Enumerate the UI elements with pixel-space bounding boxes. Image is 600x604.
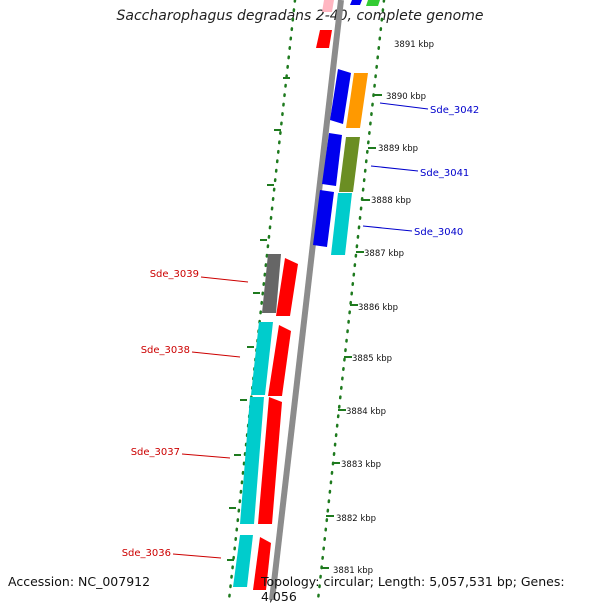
- callout-sde-3038: [191, 351, 241, 358]
- callout-sde-3036: [172, 553, 222, 559]
- gene-label-sde-3036[interactable]: Sde_3036: [122, 548, 171, 559]
- gene-olive: [339, 137, 360, 192]
- gene-blue-3: [313, 190, 334, 247]
- gene-top-blue: [350, 0, 362, 5]
- accession-text: Accession: NC_007912: [8, 574, 151, 589]
- gene-label-sde-3040[interactable]: Sde_3040: [414, 227, 463, 238]
- gene-label-sde-3042[interactable]: Sde_3042: [430, 105, 479, 116]
- genome-title: Saccharophagus degradans 2-40, complete …: [116, 8, 484, 24]
- kbp-label-3891: 3891 kbp: [394, 40, 434, 50]
- kbp-label-3886: 3886 kbp: [358, 303, 398, 313]
- gene-cyan-1: [251, 322, 273, 395]
- kbp-label-3888: 3888 kbp: [371, 196, 411, 206]
- kbp-label-3884: 3884 kbp: [346, 407, 386, 417]
- gene-top-red: [316, 30, 332, 48]
- genome-backbone: [269, 0, 344, 600]
- gene-labels: Sde_3042 Sde_3041 Sde_3040 Sde_3039 Sde_…: [122, 105, 480, 559]
- gene-red-3: [258, 397, 282, 524]
- dotted-tracks: [227, 0, 386, 600]
- kbp-label-3885: 3885 kbp: [352, 354, 392, 364]
- gene-orange: [346, 73, 368, 128]
- gene-top-pink: [322, 0, 334, 12]
- gene-cyan-3: [233, 535, 253, 587]
- callout-sde-3037: [181, 453, 231, 459]
- gene-label-sde-3038[interactable]: Sde_3038: [141, 345, 190, 356]
- gene-top-green: [366, 0, 380, 6]
- kbp-labels: 3891 kbp 3890 kbp 3889 kbp 3888 kbp 3887…: [333, 40, 434, 576]
- major-ticks-inner: [227, 77, 290, 561]
- reverse-genes[interactable]: [233, 0, 334, 590]
- gene-label-sde-3041[interactable]: Sde_3041: [420, 168, 469, 179]
- forward-genes[interactable]: [313, 0, 380, 255]
- callout-sde-3042: [379, 102, 429, 110]
- kbp-label-3881: 3881 kbp: [333, 566, 373, 576]
- kbp-label-3883: 3883 kbp: [341, 460, 381, 470]
- callout-lines: [172, 102, 429, 559]
- gene-red-1: [276, 258, 298, 316]
- gene-blue-2: [322, 133, 342, 186]
- kbp-label-3890: 3890 kbp: [386, 92, 426, 102]
- kbp-label-3889: 3889 kbp: [378, 144, 418, 154]
- gene-blue-1: [330, 69, 351, 124]
- gene-label-sde-3039[interactable]: Sde_3039: [150, 269, 199, 280]
- gene-red-4: [253, 537, 271, 590]
- gene-red-2: [268, 325, 291, 396]
- callout-sde-3040: [362, 225, 413, 232]
- outer-dotted-track: [316, 0, 386, 600]
- callout-sde-3039: [200, 276, 249, 283]
- gene-cyan-fwd: [331, 193, 352, 255]
- gene-gray: [262, 254, 281, 313]
- gene-label-sde-3037[interactable]: Sde_3037: [131, 447, 180, 458]
- kbp-label-3887: 3887 kbp: [364, 249, 404, 259]
- callout-sde-3041: [370, 165, 419, 172]
- gene-cyan-2: [240, 397, 264, 524]
- major-ticks-outer: [321, 94, 382, 569]
- kbp-label-3882: 3882 kbp: [336, 514, 376, 524]
- inner-dotted-track: [227, 0, 297, 600]
